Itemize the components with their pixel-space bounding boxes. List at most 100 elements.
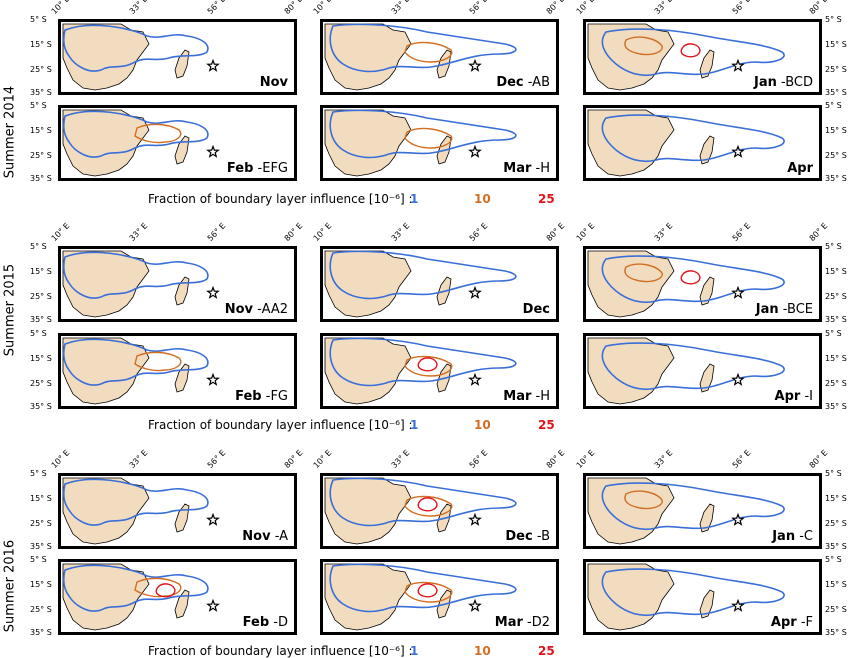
event-codes: -I	[800, 389, 813, 404]
map-canvas	[587, 337, 785, 405]
map-panel: Dec -B	[320, 473, 559, 549]
map-panel: Apr -F	[583, 559, 822, 635]
contour-level-25	[417, 357, 438, 372]
contour-level-1	[329, 477, 517, 527]
month-name: Feb	[235, 389, 262, 404]
legend-text: Fraction of boundary layer influence [10…	[148, 418, 413, 432]
latitude-tick-label: 5° S	[825, 242, 842, 251]
map-canvas	[62, 563, 220, 631]
event-codes: -B	[532, 529, 550, 544]
month-name: Apr	[770, 615, 797, 630]
month-name: Apr	[774, 389, 801, 404]
contour-level-10	[404, 41, 453, 63]
latitude-tick-label: 35° S	[30, 542, 52, 551]
month-name: Jan	[772, 529, 796, 544]
contour-level-10	[404, 581, 453, 603]
africa-landmass	[324, 250, 412, 318]
month-label: Nov -A	[242, 529, 288, 544]
month-label: Jan -BCE	[756, 302, 813, 317]
event-codes: -AB	[523, 75, 550, 90]
map-panel: Nov	[58, 19, 297, 95]
legend-value-25: 25	[538, 192, 555, 206]
madagascar-landmass	[699, 135, 715, 165]
legend-2014: Fraction of boundary layer influence [10…	[148, 192, 555, 206]
latitude-tick-label: 35° S	[30, 628, 52, 637]
month-label: Dec -B	[505, 529, 550, 544]
contour-level-1	[329, 109, 517, 159]
latitude-tick-label: 15° S	[825, 126, 847, 135]
map-panel: Apr	[583, 105, 822, 181]
star-icon	[468, 512, 482, 526]
latitude-tick-label: 25° S	[825, 292, 847, 301]
latitude-tick-label: 25° S	[30, 605, 52, 614]
event-codes: -D	[269, 615, 288, 630]
latitude-tick-label: 15° S	[825, 580, 847, 589]
latitude-tick-label: 15° S	[825, 494, 847, 503]
contour-level-25	[155, 583, 176, 598]
africa-landmass	[62, 477, 150, 545]
latitude-tick-label: 15° S	[30, 40, 52, 49]
contour-level-1	[63, 478, 209, 526]
latitude-tick-label: 25° S	[30, 65, 52, 74]
latitude-tick-label: 15° S	[30, 494, 52, 503]
latitude-tick-label: 35° S	[825, 628, 847, 637]
legend-value-1: 1	[410, 192, 419, 206]
map-panel: Jan -BCD	[583, 19, 822, 95]
map-canvas	[324, 23, 517, 91]
latitude-tick-label: 35° S	[825, 315, 847, 324]
legend-value-25: 25	[538, 644, 555, 658]
month-name: Jan	[753, 75, 777, 90]
month-name: Feb	[226, 161, 254, 176]
map-canvas	[62, 337, 220, 405]
month-name: Apr	[787, 161, 813, 176]
africa-landmass	[324, 109, 412, 177]
month-label: Dec -AB	[496, 75, 550, 90]
latitude-tick-label: 35° S	[825, 542, 847, 551]
map-canvas	[324, 337, 517, 405]
africa-landmass	[587, 250, 675, 318]
month-label: Nov	[260, 75, 288, 90]
map-canvas	[62, 109, 220, 177]
contour-level-1	[63, 24, 209, 72]
africa-landmass	[587, 337, 675, 405]
month-name: Mar	[503, 161, 532, 176]
madagascar-landmass	[699, 49, 715, 79]
map-canvas	[587, 563, 785, 631]
madagascar-landmass	[699, 503, 715, 533]
contour-level-25	[680, 43, 701, 58]
event-codes: -D2	[522, 615, 550, 630]
month-label: Feb -D	[243, 615, 288, 630]
latitude-tick-label: 5° S	[825, 101, 842, 110]
month-label: Mar -H	[503, 161, 550, 176]
latitude-tick-label: 25° S	[825, 65, 847, 74]
event-codes: -AA2	[253, 302, 288, 317]
contour-level-1	[601, 482, 785, 531]
month-name: Dec	[505, 529, 533, 544]
map-canvas	[324, 563, 517, 631]
latitude-tick-label: 35° S	[825, 174, 847, 183]
event-codes: -C	[795, 529, 813, 544]
africa-landmass	[587, 563, 675, 631]
month-name: Mar	[494, 615, 523, 630]
madagascar-landmass	[699, 276, 715, 306]
event-codes: -F	[796, 615, 813, 630]
legend-value-1: 1	[410, 418, 419, 432]
contour-level-1	[63, 564, 209, 612]
latitude-tick-label: 25° S	[30, 292, 52, 301]
contour-level-1	[329, 563, 517, 613]
contour-level-1	[329, 250, 517, 300]
map-canvas	[62, 23, 220, 91]
legend-2016: Fraction of boundary layer influence [10…	[148, 644, 555, 658]
map-panel: Feb -D	[58, 559, 297, 635]
map-canvas	[324, 250, 517, 318]
event-codes: -EFG	[253, 161, 288, 176]
latitude-tick-label: 5° S	[825, 469, 842, 478]
legend-value-1: 1	[410, 644, 419, 658]
map-panel: Mar -H	[320, 333, 559, 409]
season-label-2016: Summer 2016	[2, 539, 18, 633]
latitude-tick-label: 5° S	[30, 242, 47, 251]
map-canvas	[587, 250, 785, 318]
legend-value-25: 25	[538, 418, 555, 432]
contour-level-1	[329, 337, 517, 387]
africa-landmass	[62, 250, 150, 318]
